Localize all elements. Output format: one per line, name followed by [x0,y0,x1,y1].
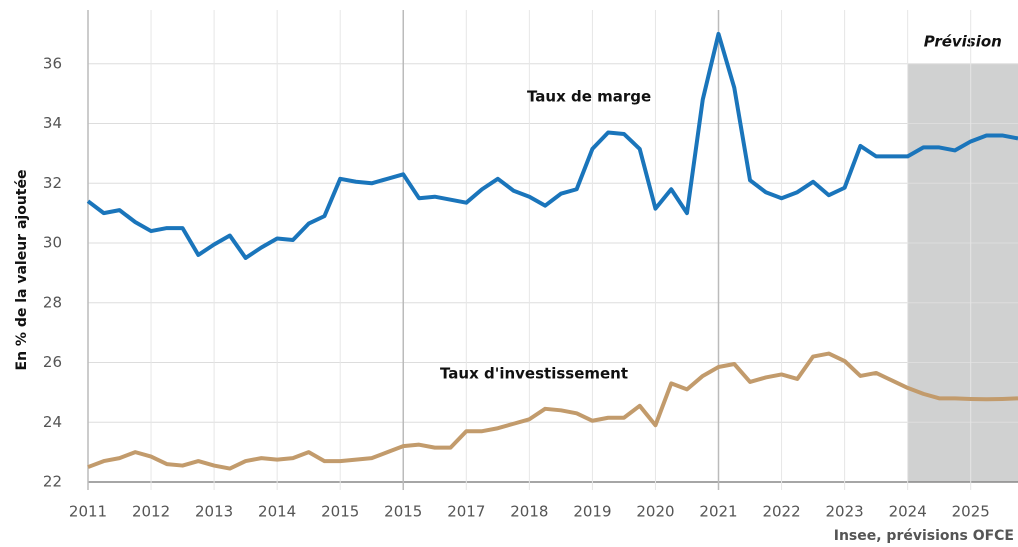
y-axis-label: En % de la valeur ajoutée [14,170,30,371]
source: Insee, prévisions OFCE [834,528,1014,544]
x-tick-label: 2019 [573,503,611,521]
x-tick-label: 2012 [132,503,170,521]
x-tick-label: 2022 [762,503,800,521]
series-label: Taux d'investissement [440,365,628,383]
y-tick-label: 22 [43,473,62,491]
x-tick-label: 2024 [889,503,927,521]
forecast-label: Prévision [924,33,1002,51]
y-tick-label: 28 [43,293,62,311]
x-tick-label: 2021 [699,503,737,521]
y-tick-label: 36 [43,54,62,72]
x-tick-label: 2015 [384,503,422,521]
x-tick-label: 2020 [636,503,674,521]
y-tick-label: 26 [43,353,62,371]
y-tick-label: 30 [43,234,62,252]
y-tick-label: 32 [43,174,62,192]
line [87,351,1018,471]
x-tick-label: 2017 [447,503,485,521]
x-tick-label: 2013 [195,503,233,521]
forecast-band [907,63,1018,482]
x-tick-label: 2018 [510,503,548,521]
y-tick-label: 24 [43,413,62,431]
y-tick-label: 34 [43,114,62,132]
series-label: Taux de marge [527,88,651,106]
plot: Prévision 22 24 26 28 30 32 34 36 2011 2012 2013 201… [43,10,1018,521]
x-tick-label: 2014 [258,503,296,521]
x-tick-label: 2023 [826,503,864,521]
x-tick-label: 2011 [69,503,107,521]
x-tick-label: 2015 [321,503,359,521]
line [86,31,1018,260]
x-tick-label: 2025 [952,503,990,521]
